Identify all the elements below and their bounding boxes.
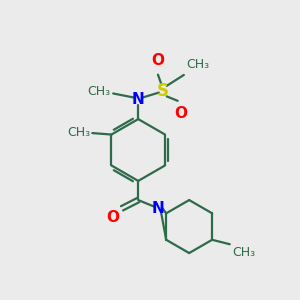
Text: CH₃: CH₃ — [68, 126, 91, 139]
Text: S: S — [157, 82, 169, 100]
Text: O: O — [106, 210, 119, 225]
Text: N: N — [132, 92, 145, 107]
Text: N: N — [152, 201, 165, 216]
Text: O: O — [174, 106, 188, 121]
Text: O: O — [152, 53, 164, 68]
Text: CH₃: CH₃ — [233, 246, 256, 259]
Text: CH₃: CH₃ — [186, 58, 209, 71]
Text: CH₃: CH₃ — [87, 85, 110, 98]
